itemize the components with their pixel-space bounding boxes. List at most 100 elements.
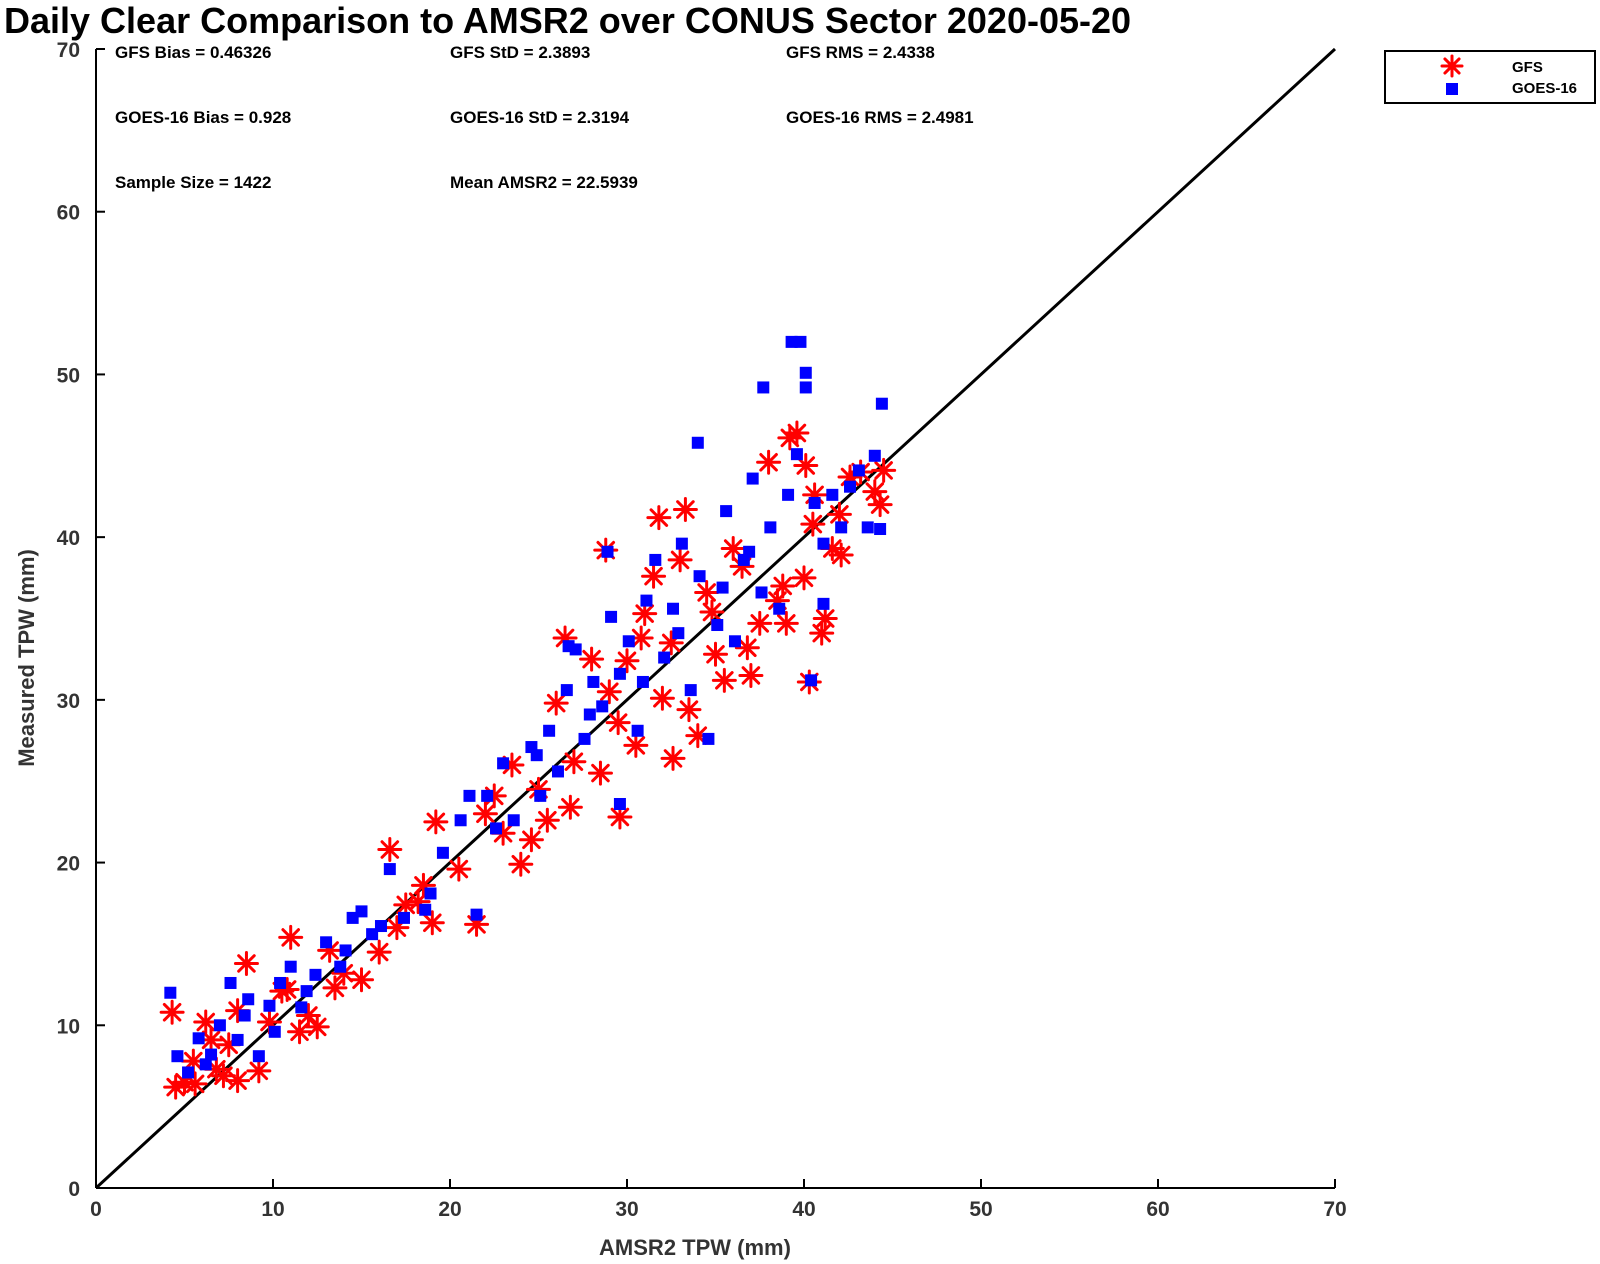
chart-title: Daily Clear Comparison to AMSR2 over CON… [4,0,1131,41]
goes-16-point [605,610,618,623]
goes-16-point [263,999,276,1012]
goes-16-point [640,594,653,607]
gfs-point [304,1014,330,1040]
goes-16-point [874,523,887,536]
goes-16-point [578,732,591,745]
goes-16-point [691,436,704,449]
goes-16-point [587,675,600,688]
gfs-point [472,801,498,827]
y-tick-label: 70 [57,39,80,62]
one-to-one-line [94,47,1337,1190]
goes-16-point [817,537,830,550]
gfs-point [419,910,445,936]
goes-16-point [481,789,494,802]
gfs-point [423,809,449,835]
goes-16-point [213,1019,226,1032]
goes-16-point [799,381,812,394]
gfs-point [490,820,516,846]
goes-16-point [711,619,724,632]
goes-16-point [284,960,297,973]
gfs-point [756,449,782,475]
goes-16-point [613,797,626,810]
goes-16-point [274,976,287,989]
gfs-point [676,697,702,723]
legend-gfs-label: GFS [1512,59,1543,76]
goes-16-point [826,488,839,501]
goes-16-point [268,1025,281,1038]
goes-16-point [300,985,313,998]
goes-16-point [601,545,614,558]
goes-16-point [192,1032,205,1045]
goes-16-point [551,765,564,778]
goes-16-point [613,667,626,680]
gfs-point [828,542,854,568]
gfs-point [587,760,613,786]
goes-16-point [764,521,777,534]
gfs-rms-stat: GFS RMS = 2.4338 [786,43,935,62]
goes-16-point [720,505,733,518]
gfs-point [607,804,633,830]
goes-16-point [790,448,803,461]
x-tick-label: 0 [90,1198,102,1221]
goes-16-point [631,724,644,737]
gfs-point [377,837,403,863]
goes-16-point [743,545,756,558]
goes-16-point [805,674,818,687]
goes-16-point [861,521,874,534]
x-tick-label: 40 [792,1198,815,1221]
x-tick-label: 60 [1146,1198,1169,1221]
y-tick-label: 20 [57,853,80,876]
goes-16-point [693,570,706,583]
goes-16-point [530,749,543,762]
goes-16-point [397,911,410,924]
goes-16-point [622,635,635,648]
gfs-point [793,453,819,479]
gfs-point [694,579,720,605]
goes-rms-stat: GOES-16 RMS = 2.4981 [786,108,974,127]
goes-16-point [875,397,888,410]
goes-16-point [309,968,322,981]
gfs-point [579,646,605,672]
goes-16-point [757,381,770,394]
goes-16-point [199,1058,212,1071]
goes-16-point [844,480,857,493]
goes-16-point [238,1009,251,1022]
gfs-point [322,975,348,1001]
goes-16-point [773,602,786,615]
goes-16-point [835,521,848,534]
goes-16-point [436,846,449,859]
goes-16-point [534,789,547,802]
goes-16-point [497,757,510,770]
gfs-point [738,662,764,688]
gfs-point [543,690,569,716]
x-tick-label: 30 [615,1198,638,1221]
goes-16-point [242,993,255,1006]
gfs-point [233,950,259,976]
mean-amsr2-stat: Mean AMSR2 = 22.5939 [450,173,638,192]
axis-ticks: 00 10 10 20 20 30 30 40 40 50 50 60 60 70 70 [57,39,1347,1221]
goes-16-point [746,472,759,485]
legend-gfs-marker [1440,54,1464,78]
goes-16-point [583,708,596,721]
goes-16-point [507,814,520,827]
gfs-point [508,851,534,877]
gfs-point [672,496,698,522]
goes-16-point [755,586,768,599]
goes-16-point [224,976,237,989]
y-axis-label: Measured TPW (mm) [14,549,39,767]
goes-16-point [355,905,368,918]
goes-16-point [852,464,865,477]
gfs-point [641,563,667,589]
gfs-point [784,420,810,446]
gfs-point [770,573,796,599]
gfs-std-stat: GFS StD = 2.3893 [450,43,590,62]
gfs-point [699,599,725,625]
gfs-point [210,1063,236,1089]
gfs-point [182,1071,208,1097]
goes-16-point [205,1048,218,1061]
goes-16-point [649,553,662,566]
gfs-point [561,749,587,775]
gfs-point [534,807,560,833]
gfs-point [366,939,392,965]
